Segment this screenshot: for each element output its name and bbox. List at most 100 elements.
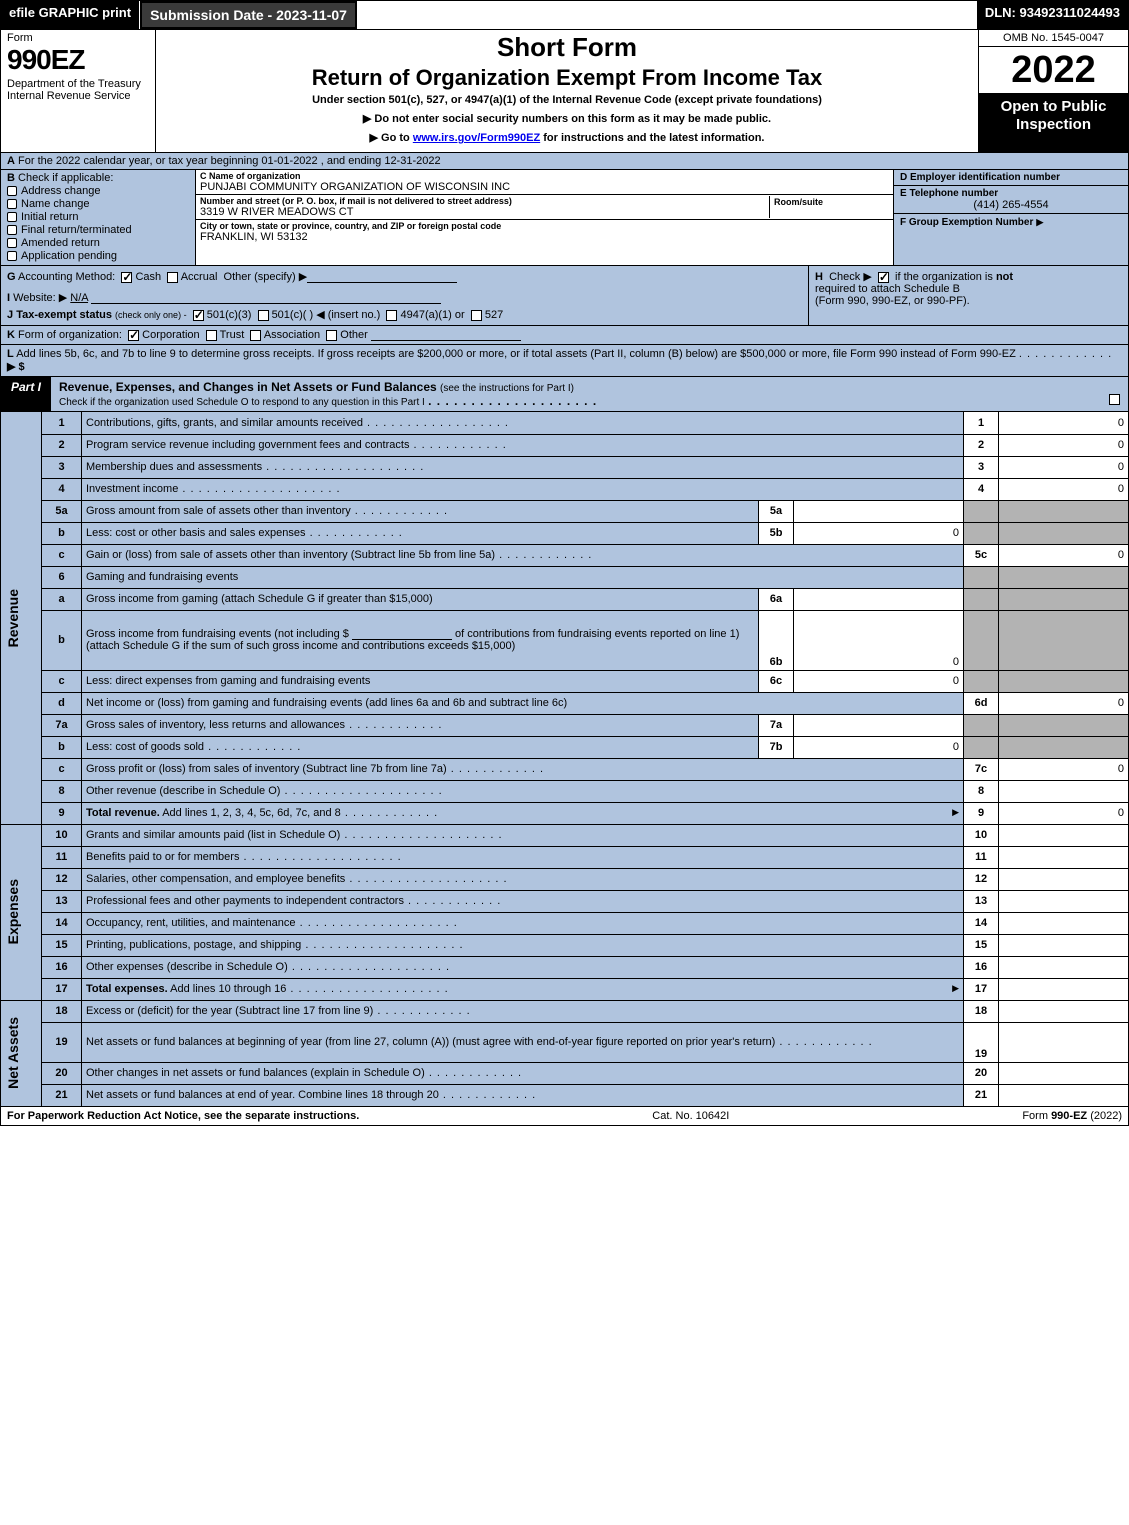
form-id-column: Form 990EZ Department of the Treasury In… <box>1 30 156 152</box>
line-num-6c: c <box>42 670 82 692</box>
line-12: 12 Salaries, other compensation, and emp… <box>1 868 1129 890</box>
line-8-desc: Other revenue (describe in Schedule O) <box>86 785 280 797</box>
schedule-b-checkbox[interactable] <box>878 272 889 283</box>
line-5b-desc: Less: cost or other basis and sales expe… <box>86 527 306 539</box>
cash-checkbox[interactable] <box>121 272 132 283</box>
501c3-label: 501(c)(3) <box>207 309 252 321</box>
line-6a: a Gross income from gaming (attach Sched… <box>1 588 1129 610</box>
name-change-label: Name change <box>21 198 90 210</box>
checkbox-icon[interactable] <box>7 251 17 261</box>
sub-val-6a <box>794 588 964 610</box>
other-specify-label: Other (specify) ▶ <box>224 271 308 283</box>
org-address-row: Number and street (or P. O. box, if mail… <box>196 195 893 220</box>
instructions-link-line: ▶ Go to www.irs.gov/Form990EZ for instru… <box>162 131 972 144</box>
sub-num-6c: 6c <box>759 670 794 692</box>
title-column: Short Form Return of Organization Exempt… <box>156 30 978 152</box>
check-only-one: (check only one) - <box>115 310 187 320</box>
section-l-text: Add lines 5b, 6c, and 7b to line 9 to de… <box>16 348 1016 360</box>
association-label: Association <box>264 329 320 341</box>
group-exemption-cell: F Group Exemption Number ▶ <box>894 214 1128 230</box>
checkbox-icon[interactable] <box>7 186 17 196</box>
check-final-return[interactable]: Final return/terminated <box>7 224 189 236</box>
501c-checkbox[interactable] <box>258 310 269 321</box>
trust-checkbox[interactable] <box>206 330 217 341</box>
right-num-3: 3 <box>964 456 999 478</box>
irs-form-link[interactable]: www.irs.gov/Form990EZ <box>413 132 540 144</box>
right-val-4: 0 <box>999 478 1129 500</box>
short-form-title: Short Form <box>162 32 972 63</box>
other-specify-input[interactable] <box>307 271 457 283</box>
arrow-dollar: ▶ $ <box>7 361 25 373</box>
check-initial-return[interactable]: Initial return <box>7 211 189 223</box>
not-bold: not <box>996 271 1013 283</box>
right-num-10: 10 <box>964 824 999 846</box>
checkbox-icon[interactable] <box>7 238 17 248</box>
line-num-6b: b <box>42 610 82 670</box>
right-val-1: 0 <box>999 412 1129 434</box>
submission-date: Submission Date - 2023-11-07 <box>140 1 357 29</box>
paperwork-notice: For Paperwork Reduction Act Notice, see … <box>7 1110 359 1122</box>
right-num-5c: 5c <box>964 544 999 566</box>
checkbox-icon[interactable] <box>7 225 17 235</box>
line-7a: 7a Gross sales of inventory, less return… <box>1 714 1129 736</box>
contribution-amount-input[interactable] <box>352 628 452 640</box>
schedule-o-checkbox[interactable] <box>1109 394 1120 405</box>
section-a-tax-year: A For the 2022 calendar year, or tax yea… <box>0 153 1129 170</box>
part1-table: Revenue 1 Contributions, gifts, grants, … <box>0 412 1129 1107</box>
line-20-desc: Other changes in net assets or fund bala… <box>86 1067 425 1079</box>
tax-year: 2022 <box>979 47 1128 94</box>
checkbox-icon[interactable] <box>7 199 17 209</box>
sub-num-5a: 5a <box>759 500 794 522</box>
form-number: 990EZ <box>7 46 149 74</box>
line-15-desc: Printing, publications, postage, and shi… <box>86 939 301 951</box>
other-org-input[interactable] <box>371 329 521 341</box>
page-footer: For Paperwork Reduction Act Notice, see … <box>0 1107 1129 1126</box>
check-name-change[interactable]: Name change <box>7 198 189 210</box>
line-16-desc: Other expenses (describe in Schedule O) <box>86 961 288 973</box>
line-4-desc: Investment income <box>86 483 178 495</box>
form-of-org-label: Form of organization: <box>18 329 122 341</box>
tax-exempt-label: Tax-exempt status <box>16 309 112 321</box>
527-checkbox[interactable] <box>471 310 482 321</box>
group-exemption-label: F Group Exemption Number <box>900 217 1033 228</box>
check-amended-return[interactable]: Amended return <box>7 237 189 249</box>
top-bar: efile GRAPHIC print Submission Date - 20… <box>0 0 1129 30</box>
section-a-text: For the 2022 calendar year, or tax year … <box>18 155 441 167</box>
501c3-checkbox[interactable] <box>193 310 204 321</box>
grey-5b-val <box>999 522 1129 544</box>
association-checkbox[interactable] <box>250 330 261 341</box>
other-org-checkbox[interactable] <box>326 330 337 341</box>
footer-form-number: 990-EZ <box>1051 1110 1087 1122</box>
line-5a: 5a Gross amount from sale of assets othe… <box>1 500 1129 522</box>
line-1-desc: Contributions, gifts, grants, and simila… <box>86 417 363 429</box>
grey-6c <box>964 670 999 692</box>
line-num-18: 18 <box>42 1000 82 1022</box>
corporation-checkbox[interactable] <box>128 330 139 341</box>
form-label: Form <box>7 32 149 44</box>
right-num-21: 21 <box>964 1084 999 1106</box>
checkbox-icon[interactable] <box>7 212 17 222</box>
amended-return-label: Amended return <box>21 237 100 249</box>
part1-title-text: Revenue, Expenses, and Changes in Net As… <box>59 380 437 394</box>
line-20: 20 Other changes in net assets or fund b… <box>1 1062 1129 1084</box>
grey-6b-val <box>999 610 1129 670</box>
check-application-pending[interactable]: Application pending <box>7 250 189 262</box>
expenses-side-label: Expenses <box>1 824 42 1000</box>
right-val-16 <box>999 956 1129 978</box>
label-g: G <box>7 271 16 283</box>
line-6b-desc-pre: Gross income from fundraising events (no… <box>86 628 349 640</box>
efile-print-label[interactable]: efile GRAPHIC print <box>1 1 140 29</box>
trust-label: Trust <box>220 329 245 341</box>
right-val-17 <box>999 978 1129 1000</box>
grey-6a-val <box>999 588 1129 610</box>
line-num-17: 17 <box>42 978 82 1000</box>
line-num-5a: 5a <box>42 500 82 522</box>
right-num-17: 17 <box>964 978 999 1000</box>
arrow-icon: ▶ <box>1036 217 1043 227</box>
right-num-15: 15 <box>964 934 999 956</box>
4947a1-checkbox[interactable] <box>386 310 397 321</box>
section-g-h-block: G Accounting Method: Cash Accrual Other … <box>0 266 1129 326</box>
sub-num-7b: 7b <box>759 736 794 758</box>
check-address-change[interactable]: Address change <box>7 185 189 197</box>
accrual-checkbox[interactable] <box>167 272 178 283</box>
